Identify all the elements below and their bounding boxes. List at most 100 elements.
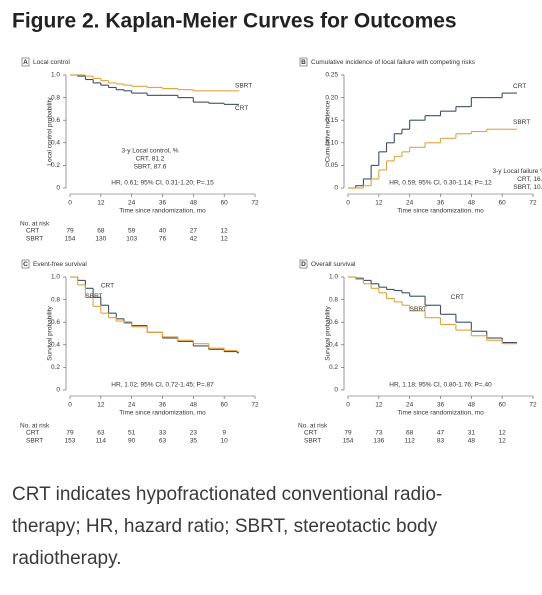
y-tick-label: 0.2	[329, 364, 338, 371]
y-tick-label: 0	[56, 185, 60, 192]
at-risk-count: 12	[499, 438, 507, 445]
x-tick-label: 24	[128, 402, 136, 409]
series-label: CRT	[235, 105, 248, 112]
at-risk-name: SBRT	[304, 438, 321, 445]
at-risk-count: 79	[344, 430, 352, 437]
panel: D Overall survival 0 0.2 0.4 0.6 0.8 1.0 0 12 24 36…	[298, 259, 537, 445]
at-risk-count: 48	[468, 438, 476, 445]
at-risk-count: 68	[406, 430, 414, 437]
y-tick-label: 1.0	[51, 274, 60, 281]
at-risk-count: 79	[66, 228, 74, 235]
x-tick-label: 12	[375, 402, 383, 409]
series-label: SBRT	[410, 306, 427, 313]
y-tick-label: 0	[56, 387, 60, 394]
x-tick-label: 12	[97, 402, 105, 409]
y-tick-label: 0.8	[51, 296, 60, 303]
at-risk-count: 35	[190, 438, 198, 445]
at-risk-name: SBRT	[26, 438, 43, 445]
x-tick-label: 24	[406, 402, 414, 409]
panel-letter: A	[23, 59, 28, 66]
x-tick-label: 12	[97, 200, 105, 207]
y-tick-label: 0.6	[51, 117, 60, 124]
y-tick-label: 0.10	[325, 140, 338, 147]
y-tick-label: 0.8	[329, 296, 338, 303]
annotation: CRT, 16.7	[517, 176, 542, 183]
y-tick-label: 0.05	[325, 162, 338, 169]
at-risk-name: SBRT	[26, 236, 43, 243]
x-axis-label: Time since randomization, mo	[397, 208, 484, 215]
hr-annotation: HR, 0.61; 95% CI, 0.31-1.20; P=.15	[111, 180, 214, 187]
at-risk-count: 154	[343, 438, 354, 445]
panel-letter-box	[299, 259, 308, 269]
panel-letter-box	[21, 259, 30, 269]
at-risk-count: 79	[66, 430, 74, 437]
series-label: SBRT	[85, 293, 102, 300]
caption-line: radiotherapy.	[12, 548, 122, 569]
at-risk-count: 112	[404, 438, 415, 445]
at-risk-count: 23	[190, 430, 198, 437]
x-axis-label: Time since randomization, mo	[119, 208, 206, 215]
x-tick-label: 48	[190, 200, 198, 207]
at-risk-count: 136	[373, 438, 384, 445]
at-risk-title: No. at risk	[298, 423, 328, 430]
at-risk-count: 12	[221, 236, 229, 243]
y-tick-label: 0.2	[51, 364, 60, 371]
at-risk-count: 40	[159, 228, 167, 235]
panel-title: Event-free survival	[33, 261, 87, 268]
annotation: SBRT, 87.6	[134, 163, 167, 170]
y-tick-label: 0.6	[51, 319, 60, 326]
x-tick-label: 60	[499, 200, 507, 207]
at-risk-count: 12	[221, 228, 229, 235]
at-risk-name: CRT	[26, 228, 39, 235]
series-label: CRT	[101, 282, 114, 289]
at-risk-count: 10	[221, 438, 229, 445]
at-risk-count: 73	[375, 430, 383, 437]
x-tick-label: 24	[128, 200, 136, 207]
caption-line: CRT indicates hypofractionated conventio…	[12, 484, 442, 505]
x-axis-label: Time since randomization, mo	[119, 410, 206, 417]
y-tick-label: 0.8	[51, 94, 60, 101]
x-tick-label: 0	[68, 200, 72, 207]
hr-annotation: HR, 1.02; 95% CI, 0.72-1.45; P=.87	[111, 382, 214, 389]
y-axis-label: Survival probability	[47, 305, 54, 360]
caption-line: therapy; HR, hazard ratio; SBRT, stereot…	[12, 516, 438, 537]
annotation: CRT, 81.2	[136, 155, 165, 162]
annotation: SBRT, 10.7	[513, 184, 542, 191]
at-risk-count: 59	[128, 228, 136, 235]
y-tick-label: 0.4	[329, 342, 338, 349]
x-tick-label: 48	[190, 402, 198, 409]
panel-letter: D	[301, 261, 306, 268]
y-tick-label: 0.15	[325, 117, 338, 124]
at-risk-count: 63	[159, 438, 167, 445]
x-tick-label: 0	[68, 402, 72, 409]
at-risk-count: 47	[437, 430, 445, 437]
y-tick-label: 0.6	[329, 319, 338, 326]
x-tick-label: 72	[251, 402, 259, 409]
y-tick-label: 0.2	[51, 162, 60, 169]
x-tick-label: 12	[375, 200, 383, 207]
x-tick-label: 48	[468, 402, 476, 409]
hr-annotation: HR, 0.59; 95% CI, 0.30-1.14; P=.12	[389, 180, 492, 187]
y-tick-label: 1.0	[329, 274, 338, 281]
x-tick-label: 36	[437, 402, 445, 409]
panel-title: Overall survival	[311, 261, 356, 268]
x-tick-label: 36	[159, 402, 167, 409]
at-risk-name: CRT	[304, 430, 317, 437]
at-risk-count: 12	[499, 430, 507, 437]
at-risk-title: No. at risk	[20, 423, 50, 430]
x-tick-label: 60	[221, 402, 229, 409]
x-axis-label: Time since randomization, mo	[397, 410, 484, 417]
at-risk-count: 130	[95, 236, 106, 243]
x-tick-label: 48	[468, 200, 476, 207]
hr-annotation: HR, 1.18; 95% CI, 0.80-1.76; P=.40	[389, 382, 492, 389]
at-risk-count: 76	[159, 236, 167, 243]
panel: A Local control 0 0.2 0.4 0.6 0.8 1.0 0 12 24 36 48 6…	[20, 57, 259, 243]
x-tick-label: 36	[159, 200, 167, 207]
x-tick-label: 0	[346, 200, 350, 207]
at-risk-title: No. at risk	[20, 221, 50, 228]
x-tick-label: 24	[406, 200, 414, 207]
x-tick-label: 72	[529, 402, 537, 409]
x-tick-label: 60	[499, 402, 507, 409]
